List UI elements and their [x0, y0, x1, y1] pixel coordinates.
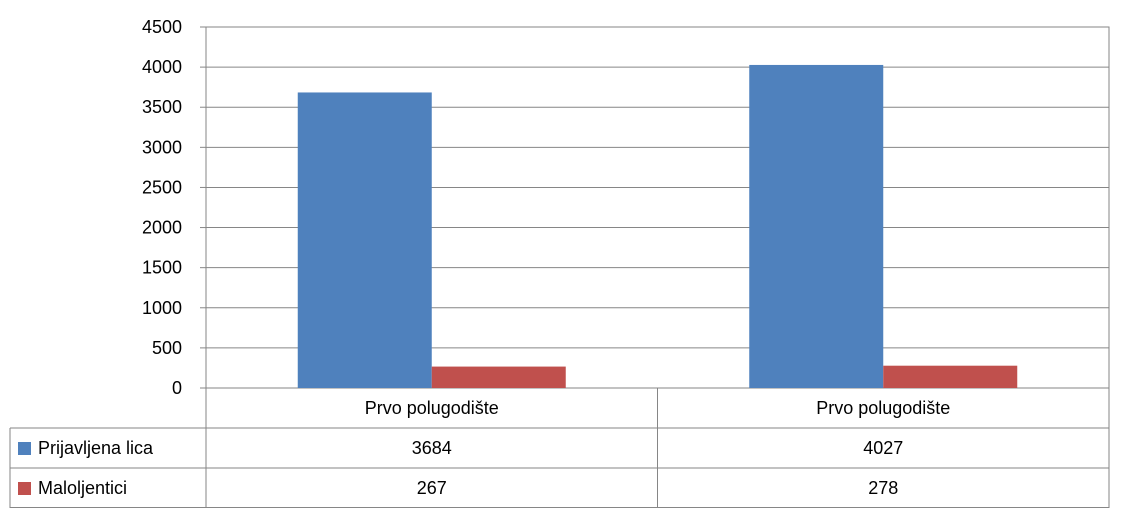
bar-prijavljena-lica — [749, 64, 884, 388]
y-tick-label: 4000 — [142, 57, 182, 77]
series-label: Maloljentici — [38, 478, 127, 498]
y-tick-label: 2000 — [142, 218, 182, 238]
bar-maloljentici — [431, 366, 566, 388]
y-tick-label: 3000 — [142, 137, 182, 157]
category-label: Prvo polugodište — [816, 398, 950, 418]
bars — [297, 64, 1018, 388]
data-value-cell: 3684 — [412, 438, 452, 458]
y-tick-label: 0 — [172, 378, 182, 398]
y-tick-label: 1000 — [142, 298, 182, 318]
y-tick-label: 2500 — [142, 177, 182, 197]
data-table: Prvo polugodište Prvo polugodište Prijavlj… — [9, 388, 1110, 508]
y-axis-ticks: 0 500 1000 1500 2000 2500 3000 3500 4000 4500 — [142, 17, 182, 398]
y-tick-label: 500 — [152, 338, 182, 358]
category-label: Prvo polugodište — [365, 398, 499, 418]
bar-prijavljena-lica — [297, 92, 432, 388]
y-tick-label: 4500 — [142, 17, 182, 37]
data-value-cell: 4027 — [863, 438, 903, 458]
legend-key-prijavljena-lica — [18, 442, 31, 455]
y-tick-label: 3500 — [142, 97, 182, 117]
legend-key-maloljentici — [18, 482, 31, 495]
y-tick-label: 1500 — [142, 258, 182, 278]
series-label: Prijavljena lica — [38, 438, 154, 458]
data-value-cell: 267 — [417, 478, 447, 498]
data-value-cell: 278 — [868, 478, 898, 498]
bar-maloljentici — [883, 365, 1018, 388]
